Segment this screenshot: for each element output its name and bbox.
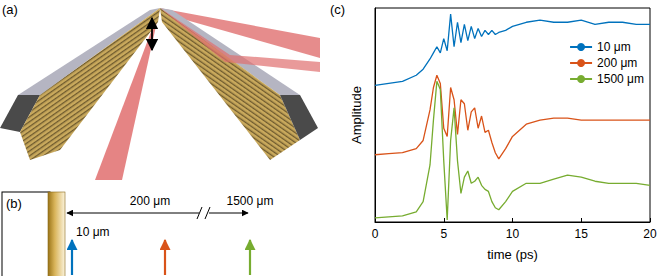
svg-text:10 μm: 10 μm [597,40,631,54]
svg-text:0: 0 [372,227,379,241]
svg-text:time (ps): time (ps) [487,247,538,262]
svg-text:(c): (c) [330,2,345,17]
svg-text:200 μm: 200 μm [130,194,170,208]
svg-text:15: 15 [575,227,589,241]
svg-text:20: 20 [643,227,657,241]
svg-text:10 μm: 10 μm [76,225,110,239]
svg-text:10: 10 [506,227,520,241]
svg-text:200 μm: 200 μm [597,56,637,70]
svg-text:1500 μm: 1500 μm [227,194,274,208]
svg-text:(a): (a) [2,2,18,17]
svg-text:1500 μm: 1500 μm [597,72,644,86]
svg-text:(b): (b) [6,196,22,211]
svg-text:5: 5 [440,227,447,241]
svg-text:Amplitude: Amplitude [349,86,364,144]
